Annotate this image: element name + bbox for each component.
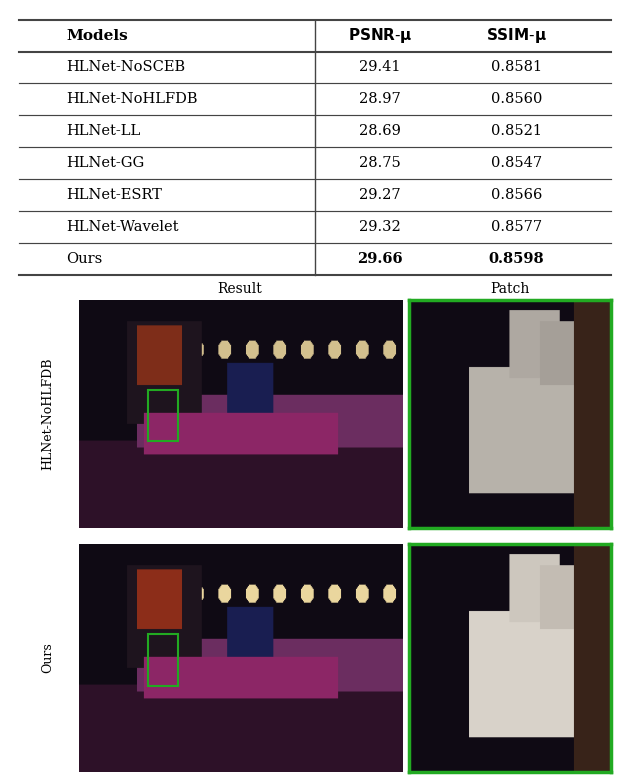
Text: HLNet-GG: HLNet-GG <box>66 156 144 170</box>
Text: HLNet-NoSCEB: HLNet-NoSCEB <box>66 61 185 74</box>
Text: 29.66: 29.66 <box>357 252 403 266</box>
Title: Patch: Patch <box>491 282 530 296</box>
Title: Result: Result <box>217 282 262 296</box>
Text: HLNet-ESRT: HLNet-ESRT <box>66 188 162 202</box>
Text: HLNet-NoHLFDB: HLNet-NoHLFDB <box>66 92 198 106</box>
Text: Ours: Ours <box>41 643 54 674</box>
Text: Ours: Ours <box>66 252 103 266</box>
Text: 0.8566: 0.8566 <box>491 188 542 202</box>
Text: 28.69: 28.69 <box>359 124 401 138</box>
Text: 29.41: 29.41 <box>359 61 401 74</box>
Text: 0.8581: 0.8581 <box>491 61 542 74</box>
Text: Models: Models <box>66 29 128 43</box>
Text: 0.8577: 0.8577 <box>491 220 542 234</box>
Text: 0.8598: 0.8598 <box>488 252 544 266</box>
Text: HLNet-LL: HLNet-LL <box>66 124 140 138</box>
Text: 0.8560: 0.8560 <box>491 92 542 106</box>
Text: 0.8521: 0.8521 <box>491 124 542 138</box>
Text: 29.32: 29.32 <box>359 220 401 234</box>
Text: HLNet-NoHLFDB: HLNet-NoHLFDB <box>41 358 54 470</box>
Text: 28.97: 28.97 <box>359 92 401 106</box>
Text: 28.75: 28.75 <box>359 156 401 170</box>
Bar <box>147 635 178 686</box>
Text: 29.27: 29.27 <box>359 188 401 202</box>
Text: $\mathbf{SSIM\text{-}\mu}$: $\mathbf{SSIM\text{-}\mu}$ <box>486 26 547 45</box>
Text: HLNet-Wavelet: HLNet-Wavelet <box>66 220 179 234</box>
Bar <box>147 390 178 442</box>
Text: $\mathbf{PSNR\text{-}\mu}$: $\mathbf{PSNR\text{-}\mu}$ <box>348 26 413 45</box>
Text: 0.8547: 0.8547 <box>491 156 542 170</box>
